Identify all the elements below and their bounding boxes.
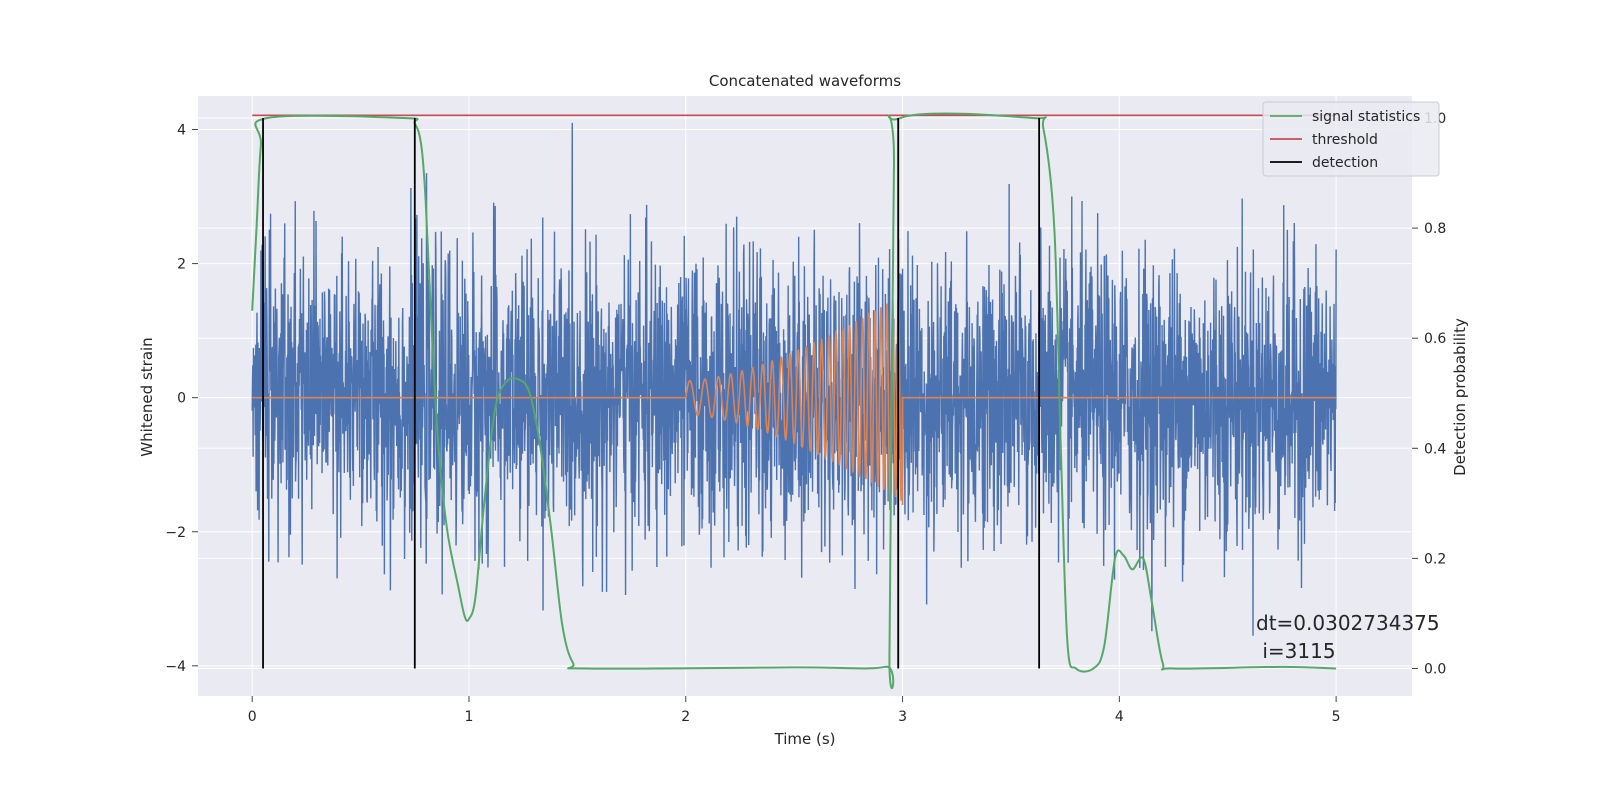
legend-box bbox=[1262, 101, 1440, 177]
y-tick-label: 4 bbox=[177, 123, 186, 139]
right-y-tick-label: 0.6 bbox=[1424, 331, 1446, 347]
x-tick-label: 3 bbox=[898, 709, 907, 725]
chirp-template-line bbox=[252, 296, 1337, 505]
strain-noise-line bbox=[251, 122, 1337, 636]
annotation-dt: dt=0.0302734375 bbox=[1256, 611, 1440, 635]
x-tick-label: 4 bbox=[1115, 709, 1124, 725]
x-tick-label: 0 bbox=[248, 709, 257, 725]
y-tick-label: −2 bbox=[165, 525, 186, 541]
signal-statistics-line bbox=[251, 112, 1337, 690]
right-y-tick-label: 0.8 bbox=[1424, 221, 1446, 237]
legend-label-detection: detection bbox=[1312, 155, 1378, 171]
x-tick-label: 2 bbox=[681, 709, 690, 725]
legend: signal statistics threshold detection bbox=[1262, 101, 1440, 177]
right-y-tick-label: 0.4 bbox=[1424, 441, 1446, 457]
x-tick-label: 1 bbox=[465, 709, 474, 725]
right-y-tick-label: 0.0 bbox=[1424, 661, 1446, 677]
legend-label-signal-statistics: signal statistics bbox=[1312, 109, 1420, 125]
annotation-i: i=3115 bbox=[1256, 639, 1336, 663]
x-axis-label: Time (s) bbox=[774, 730, 836, 748]
y-tick-label: −4 bbox=[165, 659, 186, 675]
plot-area bbox=[251, 112, 1337, 690]
y-tick-label: 0 bbox=[177, 391, 186, 407]
y-axis-label: Whitened strain bbox=[138, 337, 156, 456]
right-y-axis-label: Detection probability bbox=[1451, 318, 1469, 476]
y-tick-label: 2 bbox=[177, 257, 186, 273]
right-y-tick-label: 0.2 bbox=[1424, 551, 1446, 567]
x-tick-label: 5 bbox=[1332, 709, 1341, 725]
chart-title: Concatenated waveforms bbox=[709, 72, 901, 90]
legend-label-threshold: threshold bbox=[1312, 132, 1378, 148]
